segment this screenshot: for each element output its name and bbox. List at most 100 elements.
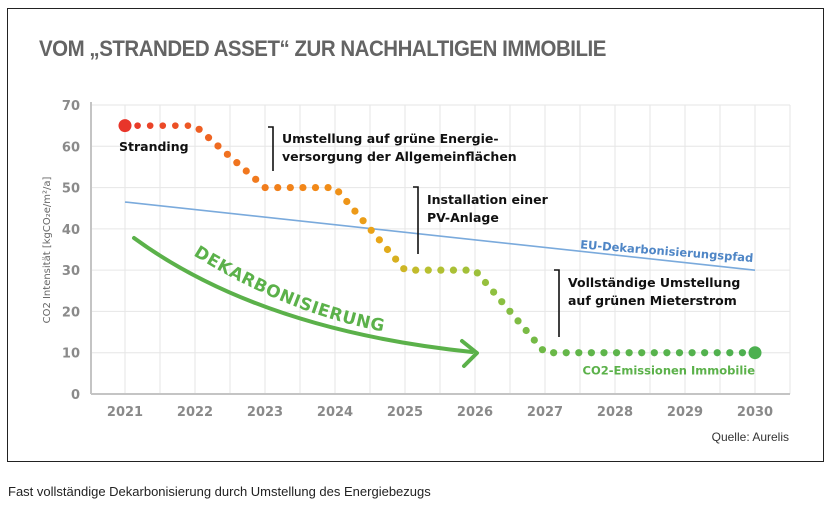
data-dot [538, 346, 547, 354]
data-dot [214, 142, 222, 150]
data-dot [437, 266, 445, 274]
x-tick-label: 2030 [737, 405, 773, 420]
source-label: Quelle: Aurelis [711, 430, 789, 444]
data-dot [392, 255, 400, 263]
series-co2-emissions: CO2-Emissionen Immobilie [118, 119, 762, 378]
start-point [118, 119, 132, 133]
annotation-green-energy-line: Umstellung auf grüne Energie- [282, 131, 499, 146]
figure-caption: Fast vollständige Dekarbonisierung durch… [8, 484, 431, 499]
decarbonization-arrow: DEKARBONISIERUNG [132, 236, 479, 368]
data-dot [612, 349, 621, 357]
y-tick-labels: 0 10 20 30 40 50 60 70 [62, 99, 80, 403]
data-dot [522, 326, 530, 335]
annotation-pv-bracket [413, 186, 419, 254]
y-tick-label: 70 [62, 99, 80, 114]
annotation-pv-line: Installation einer [427, 192, 549, 207]
x-tick-label: 2028 [597, 405, 633, 420]
data-dot [146, 122, 154, 129]
y-tick-label: 0 [71, 388, 80, 403]
data-dot [587, 349, 595, 357]
x-tick-label: 2022 [177, 405, 213, 420]
y-tick-label: 10 [62, 347, 80, 362]
data-dot [650, 349, 658, 357]
annotation-green-energy-bracket [268, 126, 274, 171]
data-dot [663, 349, 671, 357]
data-dot [738, 349, 747, 357]
data-dot [261, 183, 269, 192]
data-dot [383, 245, 392, 254]
data-dot [575, 349, 583, 357]
annotation-pv-line: PV-Anlage [427, 210, 499, 225]
data-dot [449, 266, 458, 274]
data-dot [299, 183, 307, 192]
x-tick-label: 2021 [107, 405, 143, 420]
data-dot [638, 349, 646, 357]
data-dot [514, 317, 522, 325]
data-dot [490, 288, 498, 296]
data-dot [233, 159, 241, 167]
data-dot [506, 307, 514, 315]
data-dot [481, 278, 490, 287]
x-tick-label: 2025 [387, 405, 423, 420]
data-dot [195, 125, 203, 133]
data-dot [367, 226, 375, 234]
annotation-stranding: Stranding [119, 139, 189, 154]
annotation-tenant-power-line: auf grünen Mieterstrom [568, 293, 737, 308]
data-dot [184, 122, 192, 129]
data-dot [400, 265, 408, 273]
series-label-co2: CO2-Emissionen Immobilie [583, 364, 756, 378]
x-tick-label: 2026 [457, 405, 493, 420]
chart-title: VOM „STRANDED ASSET“ ZUR NACHHALTIGEN IM… [39, 36, 606, 61]
data-dot [498, 298, 506, 306]
data-dot [530, 336, 538, 344]
data-dot [473, 269, 481, 277]
data-dot [242, 167, 250, 175]
data-dot [134, 122, 141, 129]
annotations: Stranding Umstellung auf grüne Energie-ve… [119, 126, 740, 337]
y-axis-label: CO2 Intensität [kgCO₂e/m²/a] [42, 177, 53, 324]
annotation-tenant-power-bracket [554, 269, 560, 337]
data-dot [688, 349, 696, 357]
data-dot [159, 122, 167, 129]
data-dot [172, 122, 179, 129]
data-dot [274, 183, 282, 192]
y-tick-label: 50 [62, 182, 80, 197]
data-dot [562, 349, 570, 357]
data-dot [204, 134, 213, 142]
x-tick-label: 2024 [317, 405, 353, 420]
data-dot [701, 349, 709, 357]
data-dot [286, 183, 294, 192]
data-dot [343, 197, 351, 206]
annotation-tenant-power-line: Vollständige Umstellung [568, 275, 740, 290]
data-dot [335, 188, 343, 196]
data-dot [462, 266, 470, 274]
data-dot [625, 349, 633, 357]
data-dot [412, 266, 420, 274]
data-dot [713, 349, 721, 357]
data-dot [375, 236, 383, 244]
axes [90, 102, 790, 395]
x-tick-label: 2029 [667, 405, 703, 420]
annotation-green-energy-line: versorgung der Allgemeinflächen [282, 149, 517, 164]
data-dot [726, 349, 734, 357]
data-dot [675, 349, 684, 357]
eu-path-line [124, 201, 756, 271]
y-tick-label: 60 [62, 140, 80, 155]
y-tick-label: 30 [62, 264, 80, 279]
arrow-curve [132, 236, 474, 354]
x-tick-label: 2027 [527, 405, 563, 420]
y-tick-label: 20 [62, 305, 80, 320]
x-tick-label: 2023 [247, 405, 283, 420]
data-dot [351, 207, 359, 215]
grid [91, 104, 791, 395]
data-dot [223, 150, 232, 158]
data-dot [324, 183, 332, 192]
data-dot [359, 217, 367, 225]
data-dot [424, 266, 432, 274]
x-tick-labels: 2021 2022 2023 2024 2025 2026 2027 2028 2029 2030 [107, 405, 773, 420]
arrow-head [460, 339, 479, 368]
chart-frame [7, 8, 824, 462]
end-point [748, 346, 762, 360]
data-dot [252, 175, 260, 183]
